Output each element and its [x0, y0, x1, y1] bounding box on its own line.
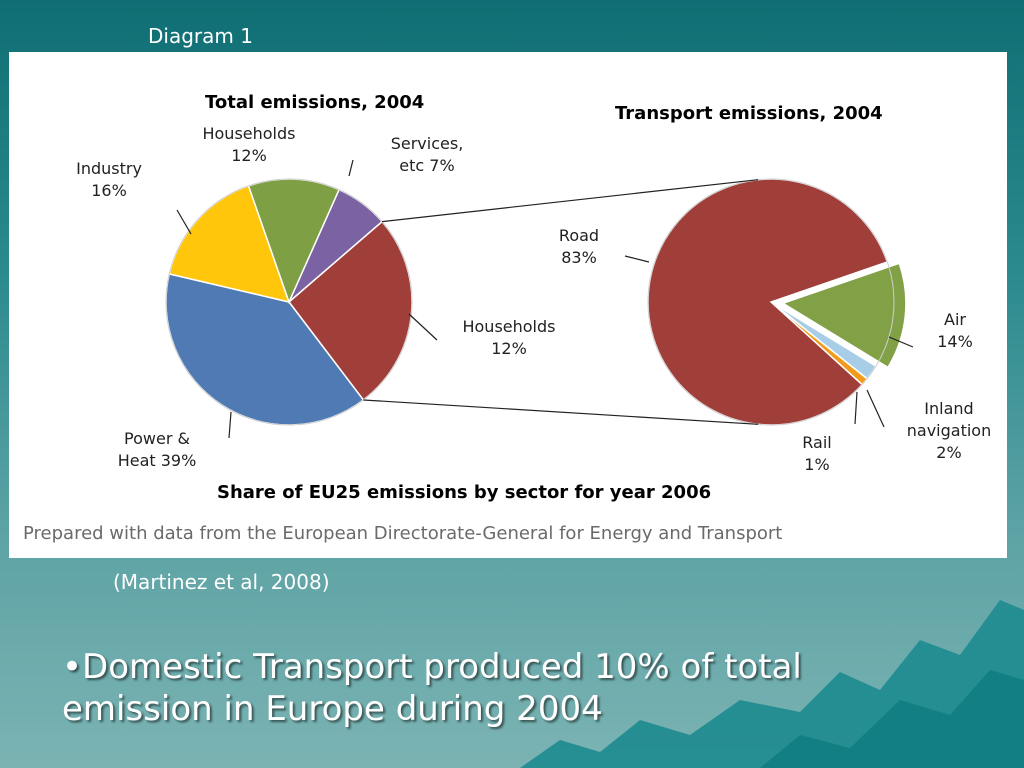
pie2-leader-2	[854, 391, 858, 425]
source-note: Prepared with data from the European Dir…	[23, 523, 783, 544]
chart-panel: Total emissions, 2004 Transport emission…	[9, 52, 1007, 558]
pie2-label-2: Rail 1%	[802, 433, 831, 474]
connector-top	[382, 179, 759, 223]
pie1-label-1: Households 12%	[462, 317, 555, 358]
pie2-leader-0	[888, 336, 914, 348]
slide-label: Diagram 1	[148, 24, 253, 48]
bullet-point: •Domestic Transport produced 10% of tota…	[62, 647, 802, 729]
pie2-outline	[647, 178, 895, 426]
pie1-leader-0	[348, 159, 354, 177]
pie2-label-3: Road 83%	[559, 226, 599, 267]
pie1-outline	[165, 178, 413, 426]
pie2-slice-0	[781, 262, 907, 369]
pie-charts: Total emissions, 2004 Transport emission…	[76, 92, 991, 503]
pie1-label-2: Power & Heat 39%	[118, 429, 197, 470]
pie1-label-3: Industry 16%	[76, 159, 142, 200]
pie2-leader-3	[624, 255, 650, 263]
pie2-leader-1	[866, 389, 885, 428]
pie2-label-0: Air 14%	[937, 310, 973, 351]
chart-title-total: Total emissions, 2004	[205, 92, 424, 113]
figure-caption: Share of EU25 emissions by sector for ye…	[217, 482, 711, 503]
pie1-leader-1	[408, 313, 438, 341]
pie1-label-4: Households 12%	[202, 124, 295, 165]
connector-bottom	[363, 399, 759, 425]
pie1-leader-3	[176, 209, 192, 235]
pie1-label-0: Services, etc 7%	[391, 134, 464, 175]
pie1-leader-2	[228, 411, 232, 439]
pie2-label-1: Inland navigation 2%	[907, 399, 991, 462]
citation: (Martinez et al, 2008)	[113, 570, 330, 594]
chart-title-transport: Transport emissions, 2004	[615, 103, 883, 124]
